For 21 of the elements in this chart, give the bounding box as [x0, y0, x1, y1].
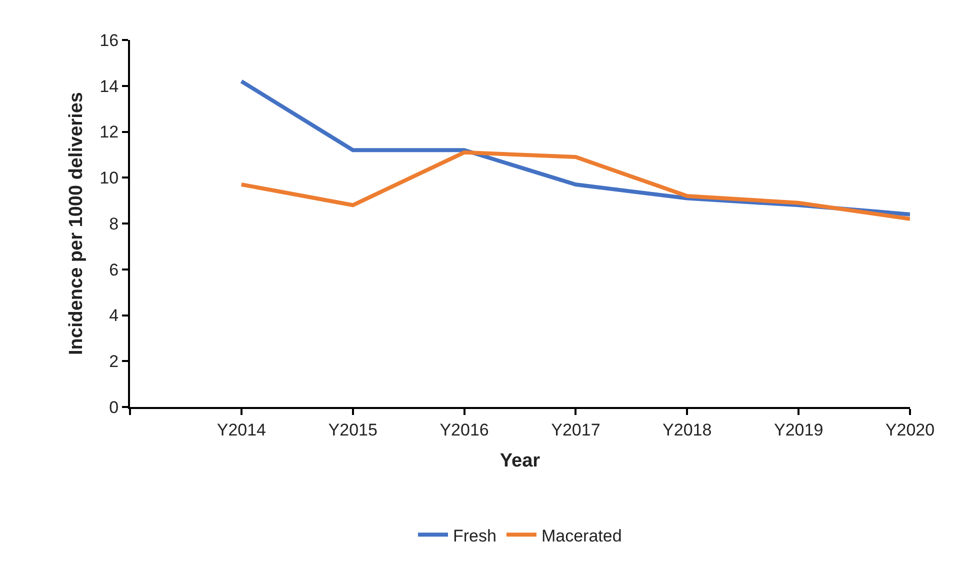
x-tick-label: Y2017: [551, 420, 600, 440]
x-tick-label: Y2015: [328, 420, 378, 440]
y-tick-label: 10: [100, 168, 119, 188]
x-axis-title: Year: [500, 450, 541, 472]
y-tick-label: 12: [100, 122, 119, 142]
y-tick-label: 0: [109, 398, 119, 417]
y-tick-label: 8: [109, 214, 119, 234]
x-tick-label: Y2018: [662, 420, 712, 440]
y-axis-title: Incidence per 1000 deliveries: [66, 92, 88, 355]
y-tick-label: 6: [109, 260, 119, 280]
y-tick-label: 2: [109, 352, 119, 372]
x-tick-label: Y2019: [774, 420, 824, 440]
line-series: [239, 150, 910, 221]
x-tick-label: Y2020: [885, 420, 935, 440]
x-tick-label: Y2014: [216, 420, 266, 440]
y-tick-label: 4: [109, 306, 119, 326]
legend-label: Fresh: [453, 526, 496, 546]
y-tick-label: 16: [100, 30, 119, 50]
y-tick-label: 14: [100, 76, 119, 96]
x-tick-label: Y2016: [440, 420, 489, 440]
legend-label: Macerated: [541, 526, 622, 546]
